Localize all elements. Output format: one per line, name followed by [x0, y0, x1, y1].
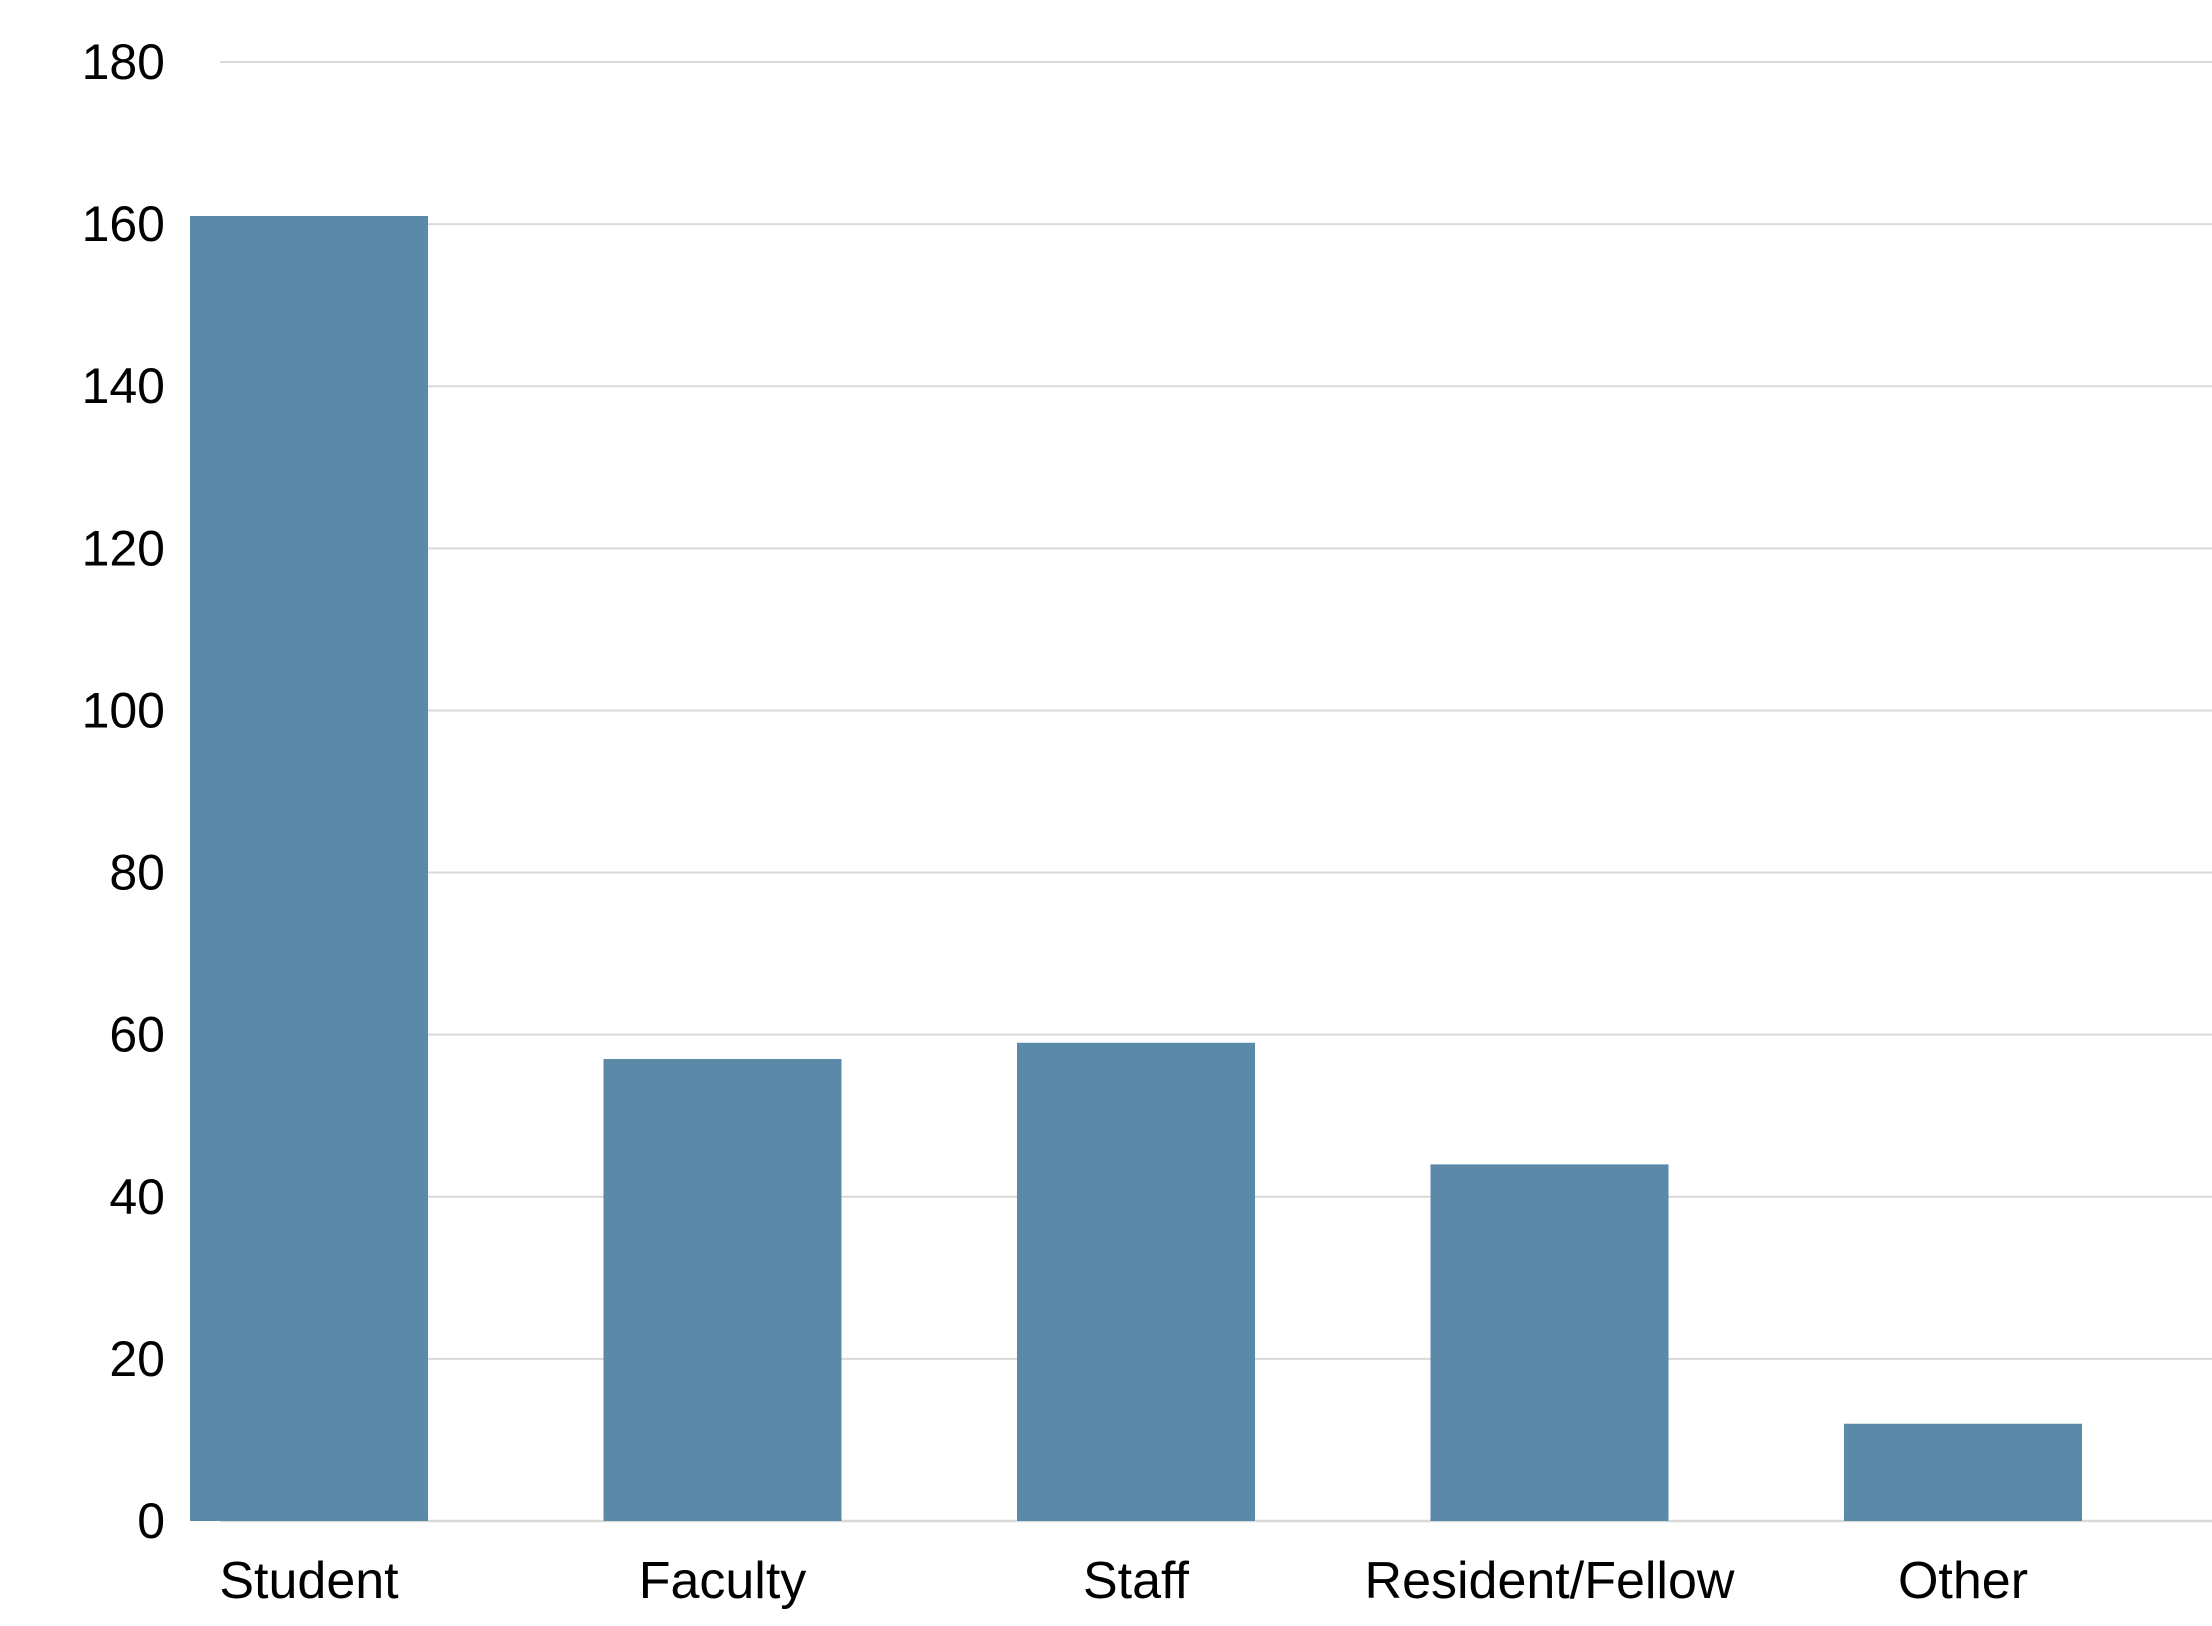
bar-staff — [1017, 1042, 1255, 1521]
x-category-label: Faculty — [639, 1552, 807, 1610]
bar-student — [190, 216, 428, 1521]
x-category-label: Other — [1898, 1552, 2028, 1610]
y-tick-label: 100 — [82, 682, 165, 738]
y-tick-label: 60 — [109, 1007, 165, 1063]
y-tick-label: 180 — [82, 34, 165, 90]
x-category-label: Student — [219, 1552, 399, 1610]
x-category-label: Resident/Fellow — [1365, 1552, 1735, 1610]
y-tick-label: 80 — [109, 845, 165, 901]
bar-other — [1844, 1423, 2082, 1521]
bars — [190, 216, 2082, 1521]
y-tick-label: 120 — [82, 520, 165, 576]
y-tick-label: 20 — [109, 1331, 165, 1387]
bar-faculty — [603, 1058, 842, 1521]
x-axis-category-labels: Student Faculty Staff Resident/Fellow Other — [219, 1552, 2028, 1610]
gridlines — [220, 61, 2212, 1523]
x-category-label: Staff — [1083, 1552, 1190, 1610]
y-axis-tick-labels: 0 20 40 60 80 100 120 140 160 180 — [82, 34, 165, 1549]
y-tick-label: 40 — [109, 1169, 165, 1225]
y-tick-label: 0 — [137, 1493, 165, 1549]
bar-resident-fellow — [1430, 1164, 1669, 1521]
y-tick-label: 140 — [82, 358, 165, 414]
y-tick-label: 160 — [82, 196, 165, 252]
